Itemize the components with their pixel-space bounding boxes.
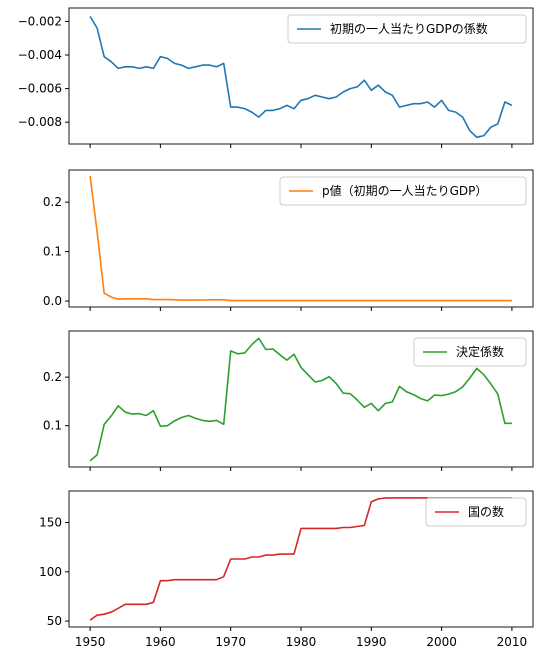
subplot-4: 50 100 150 1950 1960 1970 1980 1990 2000 2010 国の数 — [39, 490, 534, 649]
x-tick-label: 1960 — [145, 635, 176, 649]
subplot-1: −0.002 −0.004 −0.006 −0.008 初期の一人当たりGDPの係数 — [18, 7, 534, 148]
series-line-2 — [89, 175, 512, 302]
axes-frame — [68, 7, 534, 145]
y-tick-label: 0.2 — [43, 195, 62, 209]
subplot-3: 0.1 0.2 決定係数 — [43, 330, 534, 471]
legend-label: 初期の一人当たりGDPの係数 — [330, 21, 488, 36]
y-tick-label: −0.004 — [18, 48, 62, 62]
legend-label: 決定係数 — [456, 344, 504, 359]
y-tick-label: 0.2 — [43, 370, 62, 384]
legend-box — [413, 337, 527, 367]
y-tick-label: 0.0 — [43, 294, 62, 308]
x-tick-label: 2000 — [426, 635, 457, 649]
legend: 初期の一人当たりGDPの係数 — [287, 14, 527, 44]
y-tick-label: 0.1 — [43, 245, 62, 259]
x-tick-label: 2010 — [497, 635, 528, 649]
axes-frame — [68, 490, 534, 628]
y-tick-label: −0.002 — [18, 14, 62, 28]
y-tick-label: 0.1 — [43, 419, 62, 433]
y-tick-label: −0.006 — [18, 82, 62, 96]
legend-label: 国の数 — [468, 504, 504, 519]
legend: 決定係数 — [413, 337, 527, 367]
axes-frame — [68, 330, 534, 468]
subplot-2: 0.0 0.1 0.2 p値（初期の一人当たりGDP） — [43, 169, 534, 311]
x-tick-label: 1980 — [286, 635, 317, 649]
y-tick-label: 50 — [47, 614, 62, 628]
legend: p値（初期の一人当たりGDP） — [279, 176, 527, 206]
x-tick-label: 1990 — [356, 635, 387, 649]
y-tick-label: 100 — [39, 565, 62, 579]
legend-box — [425, 497, 527, 527]
x-tick-label: 1970 — [215, 635, 246, 649]
legend-box — [279, 176, 527, 206]
series-line-1 — [89, 15, 513, 139]
legend-label: p値（初期の一人当たりGDP） — [322, 183, 487, 198]
y-tick-label: 150 — [39, 516, 62, 530]
series-line-3 — [89, 337, 512, 462]
y-tick-label: −0.008 — [18, 115, 62, 129]
axes-frame — [68, 169, 534, 308]
legend-box — [287, 14, 527, 44]
x-tick-label: 1950 — [75, 635, 106, 649]
legend: 国の数 — [425, 497, 527, 527]
